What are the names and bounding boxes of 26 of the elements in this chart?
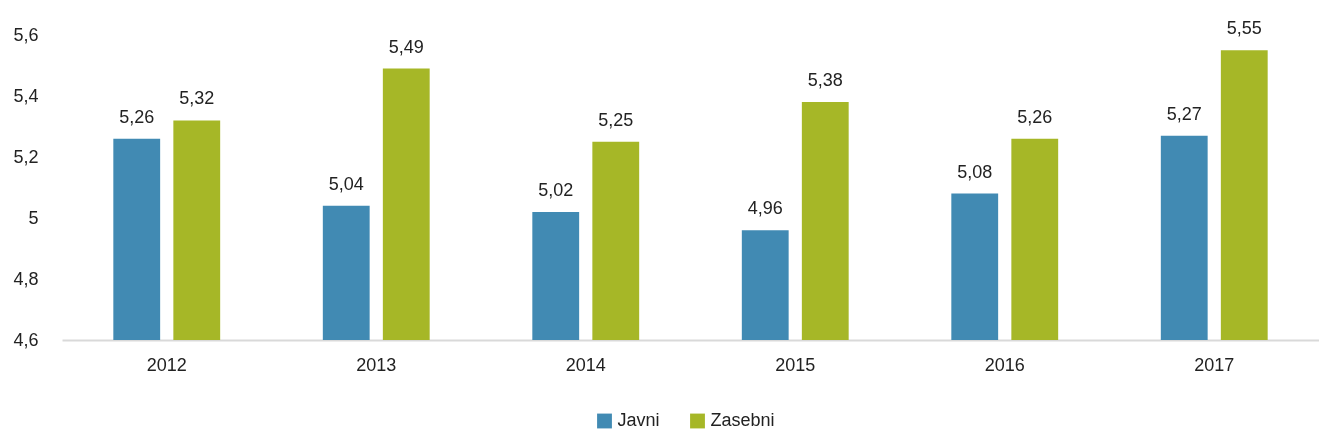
x-tick-label: 2014 [565,354,606,375]
y-tick-label: 5,2 [13,146,39,167]
data-label: 5,04 [328,173,364,194]
data-label: 5,26 [119,106,155,127]
data-label: 5,49 [388,36,424,57]
y-tick-label: 5,4 [13,85,39,106]
legend-label: Javni [617,410,660,429]
data-label: 5,38 [807,70,843,91]
x-tick-label: 2012 [146,354,187,375]
y-tick-label: 4,8 [13,268,39,289]
data-label: 5,27 [1166,103,1202,124]
data-label: 5,25 [598,109,634,130]
data-label: 5,55 [1226,18,1262,39]
data-label: 5,08 [957,161,993,182]
data-label: 4,96 [747,198,783,219]
x-tick-label: 2013 [356,354,397,375]
data-label: 5,02 [538,179,574,200]
data-label: 5,32 [179,88,215,109]
legend-label: Zasebni [710,410,775,429]
y-tick-label: 4,6 [13,329,39,350]
data-label: 5,26 [1017,106,1053,127]
x-tick-label: 2015 [775,354,816,375]
y-tick-label: 5,6 [13,24,39,45]
y-tick-label: 5 [28,207,39,228]
x-tick-label: 2017 [1194,354,1235,375]
x-tick-label: 2016 [984,354,1025,375]
